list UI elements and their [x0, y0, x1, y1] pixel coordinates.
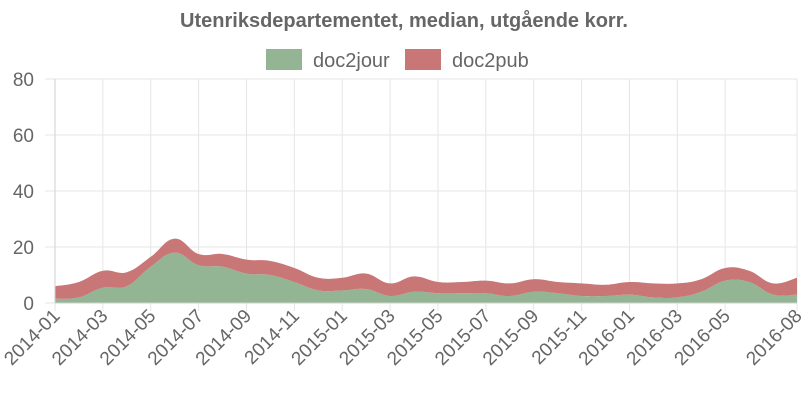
- y-tick-labels: 0 20 40 60 80: [13, 70, 34, 315]
- x-tick-label-2016-08: 2016-08: [742, 306, 806, 370]
- x-tick-labels: 2014-012014-032014-052014-072014-092014-…: [0, 306, 806, 370]
- legend-item-doc2pub[interactable]: doc2pub: [405, 49, 529, 72]
- legend-label-doc2jour: doc2jour: [313, 50, 390, 72]
- legend-label-doc2pub: doc2pub: [452, 50, 529, 72]
- legend-swatch-doc2jour: [266, 49, 302, 70]
- chart-title: Utenriksdepartementet, median, utgående …: [180, 9, 628, 32]
- axes: [54, 79, 797, 304]
- y-tick-label-0: 0: [23, 294, 34, 315]
- y-tick-label-20: 20: [13, 238, 34, 259]
- y-tick-label-60: 60: [13, 126, 34, 147]
- area-doc2jour: [55, 252, 797, 303]
- y-tick-label-40: 40: [13, 182, 34, 203]
- legend-item-doc2jour[interactable]: doc2jour: [266, 49, 390, 72]
- legend[interactable]: doc2jour doc2pub: [266, 49, 529, 72]
- series-areas: [55, 238, 797, 303]
- area-doc2pub: [55, 238, 797, 299]
- y-tick-label-80: 80: [13, 70, 34, 91]
- legend-swatch-doc2pub: [405, 49, 441, 70]
